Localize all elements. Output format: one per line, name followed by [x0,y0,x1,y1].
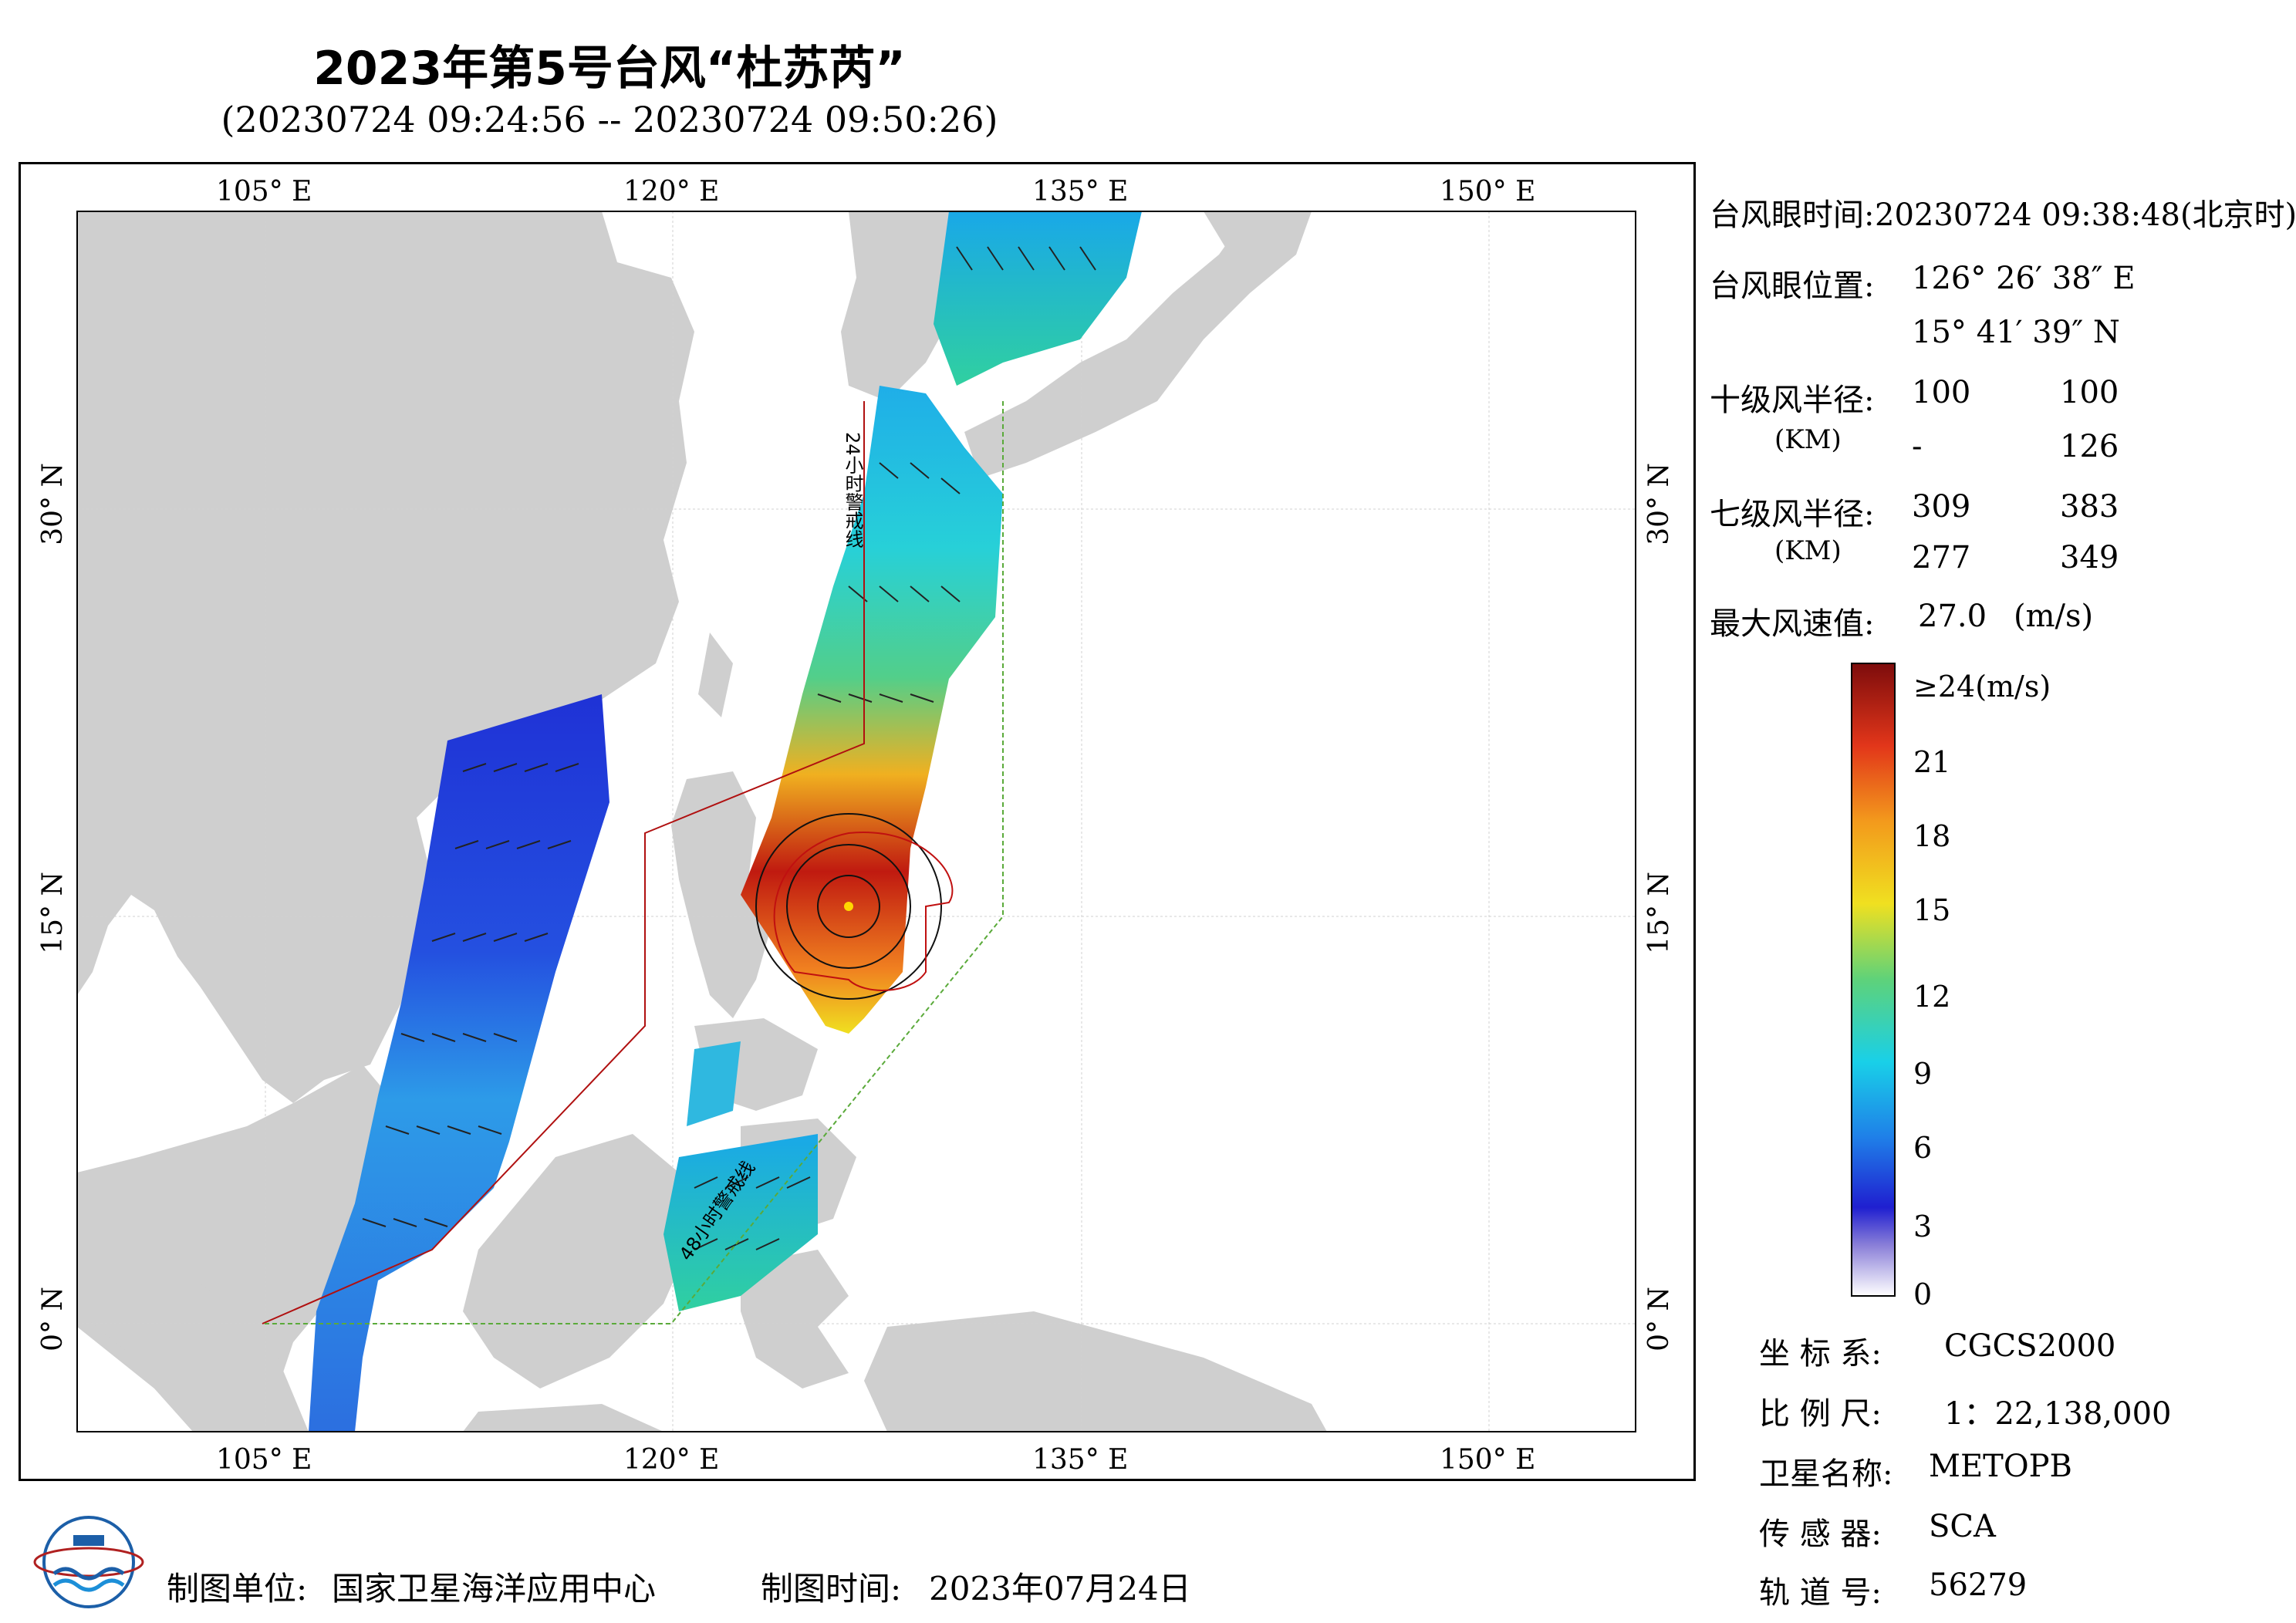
swath-celebes-small [687,1041,741,1126]
eye-pos-label: 台风眼位置: [1710,268,1875,304]
typhoon-circulation [755,813,942,1000]
lat-tick-right-30: 30° N [1643,463,1675,545]
crs-value: CGCS2000 [1944,1328,2116,1364]
r10-km-label: (KM) [1774,424,1842,455]
satellite-label: 卫星名称: [1759,1456,1893,1492]
scale-value: 1：22,138,000 [1944,1396,2172,1432]
swath-south-china-sea [309,694,609,1432]
footer-org-value: 国家卫星海洋应用中心 [332,1570,657,1608]
r10-ne: 100 [1912,375,1971,410]
r10-sw: 126 [2060,429,2119,464]
legend-tick-21: 21 [1913,745,1951,779]
warn-24h-label: 24小时警戒线 [842,432,863,548]
lon-tick-top-105: 105° E [216,176,312,208]
legend-colorbar [1851,663,1896,1297]
warning-line-24h [262,401,865,1324]
swath-north-top [934,211,1142,386]
r10-se: 100 [2060,375,2119,410]
r10-nw: - [1912,429,1923,464]
lon-tick-top-120: 120° E [623,176,720,208]
footer-date-value: 2023年07月24日 [929,1570,1191,1608]
lon-tick-bottom-135: 135° E [1032,1444,1129,1476]
satellite-value: METOPB [1929,1449,2072,1484]
legend-tick-15: 15 [1913,893,1951,927]
legend-tick-24: ≥24(m/s) [1913,670,2051,704]
max-wind-value: 27.0 [1918,599,1987,634]
lon-tick-bottom-120: 120° E [623,1444,720,1476]
legend-tick-12: 12 [1913,980,1951,1014]
footer-date-label: 制图时间: [761,1570,902,1608]
wind-radius-7 [773,832,954,991]
r7-km-label: (KM) [1774,535,1842,566]
legend-tick-0: 0 [1913,1277,1933,1311]
swath-sulawesi-sea [663,1134,818,1311]
legend-tick-9: 9 [1913,1057,1933,1091]
lon-tick-bottom-150: 150° E [1440,1444,1536,1476]
land-korea [841,211,964,401]
land-asia-mainland [77,211,694,1103]
land-sumatra [77,1203,309,1432]
land-newguinea [864,1311,1327,1432]
eye-time-label: 台风眼时间: [1710,197,1875,233]
r7-se: 383 [2060,489,2119,525]
lon-tick-top-135: 135° E [1032,176,1129,208]
eye-time-value: 20230724 09:38:48(北京时) [1875,197,2296,233]
typhoon-eye-marker [844,902,853,911]
footer-org-label: 制图单位: [167,1570,308,1608]
map-frame [19,162,1696,1481]
eye-lon: 126° 26′ 38″ E [1912,261,2136,296]
land-layer [77,211,1327,1432]
r7-nw: 277 [1912,540,1971,575]
orbit-label: 轨 道 号: [1759,1575,1882,1611]
lat-tick-right-0: 0° N [1643,1287,1675,1351]
r10-label: 十级风半径: [1710,383,1875,418]
r7-ne: 309 [1912,489,1971,525]
r7-label: 七级风半径: [1710,497,1875,532]
lat-tick-left-30: 30° N [37,463,69,545]
r7-sw: 349 [2060,540,2119,575]
land-luzon [671,771,772,1018]
wind-barbs [362,246,1096,1250]
swath-north-pacific [741,386,1003,1034]
nsoas-logo-icon [33,1516,144,1608]
land-borneo [463,1134,694,1388]
legend-tick-18: 18 [1913,819,1951,853]
land-java-east [463,1404,663,1432]
max-wind-unit: (m/s) [2014,599,2094,634]
legend-tick-3: 3 [1913,1210,1933,1243]
map-title: 2023年第5号台风“杜苏芮” [313,42,906,96]
scale-label: 比 例 尺: [1759,1396,1882,1432]
land-japan-hokkaido [1204,211,1273,262]
lon-tick-bottom-105: 105° E [216,1444,312,1476]
sensor-label: 传 感 器: [1759,1517,1882,1552]
land-japan [964,211,1312,478]
eye-lat: 15° 41′ 39″ N [1912,315,2120,350]
land-taiwan [698,633,733,717]
lat-tick-left-0: 0° N [37,1287,69,1351]
lat-tick-right-15: 15° N [1643,872,1675,954]
warning-line-48h [262,401,1004,1324]
max-wind-label: 最大风速值: [1710,606,1875,642]
wind-swaths [309,211,1142,1432]
crs-label: 坐 标 系: [1759,1336,1882,1372]
lon-tick-top-150: 150° E [1440,176,1536,208]
orbit-value: 56279 [1929,1567,2028,1603]
sensor-value: SCA [1929,1509,1996,1544]
land-hainan [316,949,355,991]
time-range: (20230724 09:24:56 -- 20230724 09:50:26) [221,99,998,140]
lat-tick-left-15: 15° N [37,872,69,954]
land-sulawesi [741,1250,849,1388]
legend-tick-6: 6 [1913,1131,1933,1165]
